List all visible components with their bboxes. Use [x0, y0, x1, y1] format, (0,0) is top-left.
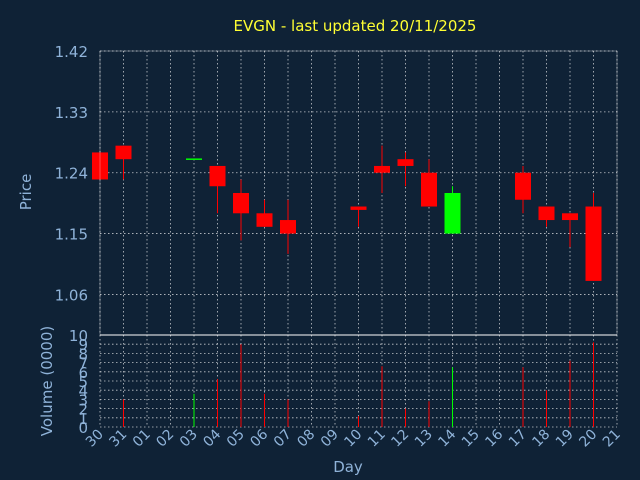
candle-body [421, 172, 437, 207]
x-tick-label: 20 [576, 427, 600, 451]
price-panel [92, 145, 602, 281]
x-tick-label: 05 [224, 427, 248, 451]
candle-body [515, 172, 531, 200]
x-tick-label: 11 [365, 427, 389, 451]
x-tick-label: 13 [412, 427, 436, 451]
price-tick-label: 1.24 [55, 165, 88, 183]
x-tick-label: 08 [294, 427, 318, 451]
x-tick-label: 04 [200, 426, 224, 450]
x-tick-label: 19 [553, 427, 577, 451]
x-tick-label: 17 [506, 427, 530, 451]
x-tick-label: 01 [130, 427, 154, 451]
candle-body [115, 145, 132, 160]
grid-lines [99, 50, 618, 428]
candle-body [444, 193, 461, 234]
candle-body [209, 165, 226, 187]
candle-body [585, 206, 602, 281]
volume-axis-label: Volume (0000) [38, 326, 56, 436]
x-tick-label: 15 [459, 427, 483, 451]
price-tick-label: 1.15 [55, 226, 88, 244]
volume-tick-label: 9 [78, 336, 88, 354]
candle-body [397, 159, 414, 166]
volume-tick-label: 8 [78, 345, 88, 363]
candle-body [374, 165, 390, 173]
x-tick-label: 10 [341, 427, 365, 451]
x-tick-label: 09 [318, 427, 342, 451]
volume-tick-label: 6 [78, 364, 88, 382]
volume-tick-label: 2 [78, 401, 88, 419]
candle-body [350, 206, 367, 210]
volume-tick-label: 3 [78, 391, 88, 409]
x-tick-label: 06 [247, 426, 271, 450]
x-tick-label: 14 [435, 426, 459, 450]
x-tick-label: 31 [106, 427, 130, 451]
price-tick-label: 1.06 [55, 286, 88, 304]
x-tick-label: 18 [529, 427, 553, 451]
volume-tick-label: 4 [78, 382, 88, 400]
candle-body [538, 206, 555, 221]
volume-tick-label: 5 [78, 373, 88, 391]
x-tick-label: 07 [271, 427, 295, 451]
candle-body [256, 213, 273, 227]
x-tick-label: 03 [177, 427, 201, 451]
candle-body [233, 193, 249, 214]
price-axis-label: Price [17, 174, 35, 211]
candle-body [280, 220, 296, 234]
price-tick-label: 1.42 [55, 43, 88, 61]
volume-tick-label: 1 [78, 410, 88, 428]
axes: 30 31 01 02 03 04 05 06 07 08 09 10 11 12 13 14 15 16 17 18… [55, 43, 624, 450]
x-tick-label: 12 [388, 427, 412, 451]
volume-tick-label: 7 [78, 355, 88, 373]
chart-title: EVGN - last updated 20/11/2025 [234, 17, 477, 35]
x-tick-label: 21 [600, 427, 624, 451]
volume-panel [123, 342, 594, 427]
volume-tick-label: 10 [69, 327, 88, 345]
price-tick-label: 1.33 [55, 104, 88, 122]
day-axis-label: Day [333, 458, 363, 476]
volume-tick-label: 0 [78, 419, 88, 437]
candle-body [562, 213, 578, 221]
x-tick-label: 02 [153, 427, 177, 451]
x-tick-label: 16 [482, 426, 506, 450]
